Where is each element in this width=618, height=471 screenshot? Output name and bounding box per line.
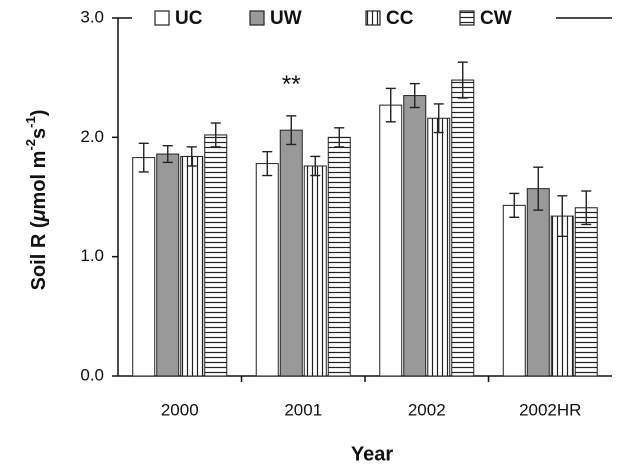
bar bbox=[526, 188, 550, 377]
y-title-part: Soil R ( bbox=[28, 221, 50, 290]
y-title-part: ) bbox=[28, 110, 50, 117]
error-bar bbox=[162, 144, 173, 164]
y-tick-label: 0.0 bbox=[80, 365, 104, 384]
legend-label: CW bbox=[480, 8, 512, 29]
error-bar bbox=[186, 146, 197, 167]
x-tick-label: 2002HR bbox=[519, 400, 581, 419]
legend-swatch bbox=[459, 10, 475, 26]
bar bbox=[379, 104, 403, 377]
error-bar bbox=[557, 195, 568, 238]
error-bar bbox=[310, 155, 321, 177]
legend-label: UC bbox=[175, 8, 203, 29]
y-title-part: -2 bbox=[23, 139, 38, 151]
error-bar bbox=[433, 103, 444, 134]
error-bar bbox=[385, 87, 396, 123]
bar bbox=[204, 134, 228, 377]
error-bar bbox=[286, 115, 297, 146]
bar bbox=[303, 165, 327, 377]
bar bbox=[451, 79, 475, 377]
error-bar bbox=[409, 82, 420, 109]
y-tick-label: 3.0 bbox=[80, 7, 104, 26]
bar bbox=[279, 129, 303, 377]
bar bbox=[427, 117, 451, 377]
legend-swatch bbox=[154, 10, 170, 26]
error-bar bbox=[533, 166, 544, 211]
legend-swatch bbox=[365, 10, 381, 26]
legend-background bbox=[132, 4, 556, 32]
bar bbox=[327, 136, 351, 377]
x-tick-label: 2001 bbox=[284, 400, 322, 419]
y-tick-label: 2.0 bbox=[80, 127, 104, 146]
x-axis-title: Year bbox=[351, 443, 393, 465]
error-bar bbox=[581, 190, 592, 226]
x-tick-label: 2002 bbox=[408, 400, 446, 419]
error-bar bbox=[457, 61, 468, 99]
error-bar bbox=[334, 127, 345, 148]
y-title-part: mol m bbox=[28, 151, 50, 210]
bar bbox=[156, 153, 180, 377]
error-bar bbox=[138, 142, 149, 173]
bar bbox=[403, 95, 427, 377]
x-tick-label: 2000 bbox=[161, 400, 199, 419]
legend-swatch bbox=[249, 10, 265, 26]
annotation: ** bbox=[282, 71, 301, 98]
y-title-part: s bbox=[28, 128, 50, 139]
error-bar bbox=[509, 192, 520, 218]
bar bbox=[550, 215, 574, 377]
bar bbox=[255, 163, 279, 377]
bar bbox=[132, 157, 156, 377]
y-title-part: -1 bbox=[23, 116, 38, 128]
legend-label: UW bbox=[270, 8, 302, 29]
error-bar bbox=[262, 150, 273, 177]
y-tick-label: 1.0 bbox=[80, 246, 104, 265]
legend-label: CC bbox=[386, 8, 414, 29]
y-title-part: μ bbox=[28, 209, 50, 222]
bar bbox=[574, 207, 598, 377]
bar bbox=[502, 204, 526, 377]
y-axis-title: Soil R (μmol m-2s-1) bbox=[23, 110, 50, 291]
error-bar bbox=[210, 122, 221, 148]
bar bbox=[180, 155, 204, 377]
